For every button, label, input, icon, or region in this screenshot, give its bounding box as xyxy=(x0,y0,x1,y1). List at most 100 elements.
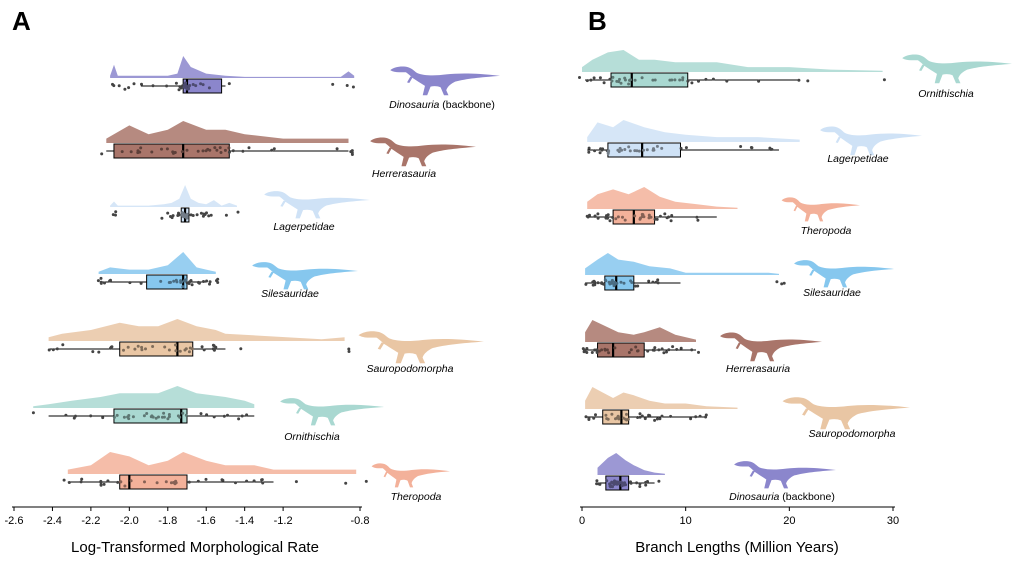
data-point xyxy=(174,343,177,347)
data-point xyxy=(162,411,166,415)
data-point xyxy=(635,481,639,485)
data-point xyxy=(584,415,588,419)
data-point xyxy=(114,210,118,214)
data-point xyxy=(185,148,189,152)
data-point xyxy=(611,215,615,219)
x-tick-label: -2.0 xyxy=(120,515,139,527)
clade-label: Sauropodomorpha xyxy=(809,428,896,440)
x-tick-label: -1.2 xyxy=(274,515,293,527)
data-point xyxy=(578,76,581,79)
data-point xyxy=(208,282,211,286)
data-point xyxy=(605,214,608,218)
data-point xyxy=(635,149,639,153)
data-point xyxy=(231,149,235,153)
data-point xyxy=(182,215,185,219)
data-point xyxy=(132,82,136,86)
data-point xyxy=(294,480,298,484)
data-point xyxy=(102,482,106,486)
data-point xyxy=(739,145,743,148)
data-point xyxy=(585,347,589,350)
data-point xyxy=(189,279,193,282)
density-cloud xyxy=(597,453,665,475)
data-point xyxy=(197,281,201,284)
data-point xyxy=(207,214,211,218)
data-point xyxy=(129,479,133,483)
data-point xyxy=(160,415,164,419)
data-point xyxy=(629,348,633,352)
data-point xyxy=(106,479,110,483)
data-point xyxy=(151,345,155,348)
data-point xyxy=(150,150,154,154)
data-point xyxy=(589,78,593,82)
data-point xyxy=(245,413,249,417)
data-point xyxy=(261,481,265,485)
panel-b-x-axis-title: Branch Lengths (Million Years) xyxy=(635,539,838,556)
density-cloud xyxy=(110,56,355,78)
data-point xyxy=(681,78,685,82)
data-point xyxy=(227,146,231,150)
data-point xyxy=(155,481,159,485)
data-point xyxy=(169,481,173,485)
data-point xyxy=(595,351,599,354)
group-lagerpetidae: Lagerpetidae xyxy=(110,185,370,233)
data-point xyxy=(252,479,256,483)
data-point xyxy=(89,414,93,418)
data-point xyxy=(694,415,698,419)
group-silesauridae: Silesauridae xyxy=(96,252,358,300)
data-point xyxy=(199,211,203,215)
data-point xyxy=(605,348,609,352)
data-point xyxy=(216,277,220,281)
data-point xyxy=(185,212,189,216)
data-point xyxy=(629,78,632,82)
data-point xyxy=(607,351,611,355)
data-point xyxy=(205,413,209,417)
data-point xyxy=(653,346,657,350)
data-point xyxy=(166,211,170,215)
data-point xyxy=(191,214,195,217)
data-point xyxy=(604,279,608,283)
data-point xyxy=(108,279,112,283)
data-point xyxy=(111,82,114,86)
data-point xyxy=(112,415,116,419)
group-herrerasauria: Herrerasauria xyxy=(581,320,822,375)
data-point xyxy=(636,349,639,353)
data-point xyxy=(335,147,339,151)
data-point xyxy=(260,478,264,482)
clade-label: Sauropodomorpha xyxy=(367,363,454,375)
dinosaur-silhouette-icon xyxy=(252,262,358,290)
data-point xyxy=(669,414,673,418)
data-point xyxy=(623,78,627,82)
data-point xyxy=(711,77,715,81)
group-theropoda: Theropoda xyxy=(585,187,860,237)
group-ornithischia: Ornithischia xyxy=(578,50,1012,100)
data-point xyxy=(655,217,659,221)
data-point xyxy=(647,216,651,220)
data-point xyxy=(122,348,125,352)
data-point xyxy=(239,347,243,351)
x-tick-label: -0.8 xyxy=(351,515,370,527)
data-point xyxy=(167,413,171,416)
data-point xyxy=(770,147,774,151)
data-point xyxy=(117,84,121,88)
data-point xyxy=(596,212,600,216)
data-point xyxy=(608,77,612,81)
data-point xyxy=(185,281,189,285)
data-point xyxy=(640,414,644,418)
group-silesauridae: Silesauridae xyxy=(584,253,894,299)
data-point xyxy=(627,351,631,354)
data-point xyxy=(587,418,591,421)
data-point xyxy=(605,479,609,483)
data-point xyxy=(638,412,642,416)
clade-label: Ornithischia xyxy=(918,88,974,100)
data-point xyxy=(594,413,597,417)
data-point xyxy=(202,348,206,352)
data-point xyxy=(99,479,103,483)
data-point xyxy=(757,79,761,83)
data-point xyxy=(633,214,637,218)
data-point xyxy=(116,480,120,484)
data-point xyxy=(205,279,209,283)
data-point xyxy=(638,217,642,221)
data-point xyxy=(670,78,674,82)
data-point xyxy=(180,211,184,215)
x-tick-label: -1.6 xyxy=(197,515,216,527)
